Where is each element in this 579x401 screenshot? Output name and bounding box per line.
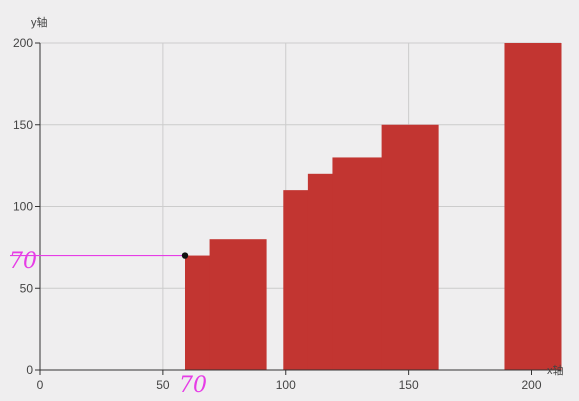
x-tick-label: 200	[521, 378, 541, 392]
y-tick-label: 200	[13, 36, 33, 50]
handwritten-x-mark: 70	[179, 373, 207, 398]
bar	[332, 157, 383, 370]
highlight-annotation	[10, 252, 189, 259]
y-axis-title: y轴	[31, 15, 48, 29]
bars-group	[184, 43, 562, 370]
bar	[184, 255, 211, 370]
x-tick-label: 100	[276, 378, 296, 392]
y-tick-label: 150	[13, 118, 33, 132]
axes	[35, 42, 561, 375]
bar	[504, 43, 562, 370]
x-axis-title: x轴	[547, 363, 564, 377]
y-tick-label: 100	[13, 200, 33, 214]
x-tick-labels: 0 50 100 150 200	[37, 378, 542, 392]
y-tick-label: 0	[26, 363, 33, 377]
bar	[283, 190, 309, 370]
x-tick-label: 50	[156, 378, 170, 392]
bar	[209, 239, 267, 370]
bar	[307, 173, 333, 370]
y-tick-label: 50	[20, 281, 34, 295]
x-tick-label: 0	[37, 378, 44, 392]
y-tick-labels: 0 50 100 150 200	[13, 36, 33, 377]
bar	[381, 124, 439, 370]
x-tick-label: 150	[399, 378, 419, 392]
highlight-point	[181, 252, 189, 259]
handwritten-y-mark: 70	[9, 249, 37, 274]
